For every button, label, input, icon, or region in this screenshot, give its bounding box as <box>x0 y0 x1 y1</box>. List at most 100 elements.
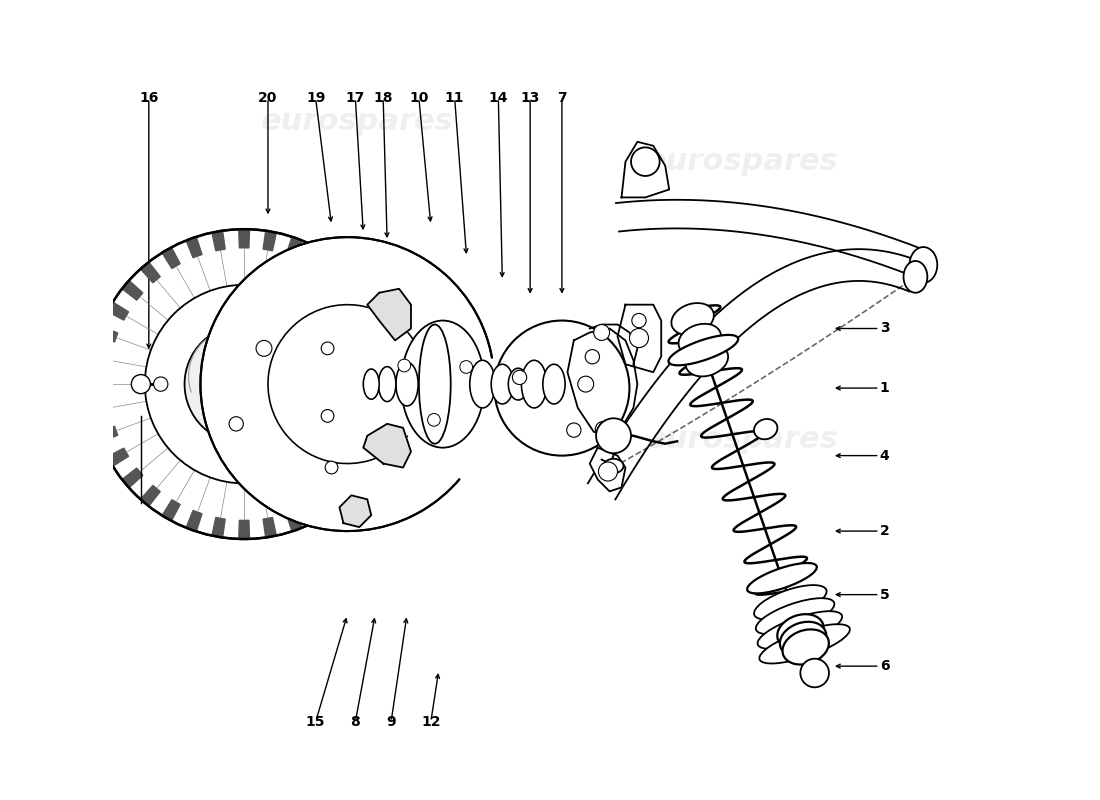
Circle shape <box>145 285 343 483</box>
Circle shape <box>595 422 612 438</box>
Ellipse shape <box>756 598 835 634</box>
Polygon shape <box>308 247 327 269</box>
Ellipse shape <box>396 362 418 406</box>
Polygon shape <box>345 468 366 488</box>
Polygon shape <box>308 500 327 521</box>
Polygon shape <box>590 448 626 491</box>
Polygon shape <box>345 281 366 300</box>
Polygon shape <box>377 352 397 365</box>
Ellipse shape <box>521 360 547 408</box>
Ellipse shape <box>604 458 624 473</box>
Ellipse shape <box>910 247 937 283</box>
Polygon shape <box>340 495 372 527</box>
Polygon shape <box>108 448 129 466</box>
Polygon shape <box>97 326 118 342</box>
Wedge shape <box>348 358 503 484</box>
Text: eurospares: eurospares <box>646 426 838 454</box>
Circle shape <box>229 417 243 431</box>
Text: eurospares: eurospares <box>235 346 428 374</box>
Text: eurospares: eurospares <box>262 107 454 137</box>
Circle shape <box>513 370 527 385</box>
Circle shape <box>494 321 629 456</box>
Polygon shape <box>371 326 392 342</box>
Circle shape <box>398 359 410 372</box>
Circle shape <box>256 341 272 356</box>
Text: 6: 6 <box>880 659 889 673</box>
Ellipse shape <box>747 563 817 594</box>
Ellipse shape <box>419 325 451 444</box>
Circle shape <box>631 314 646 328</box>
Ellipse shape <box>679 324 721 356</box>
Ellipse shape <box>363 369 379 399</box>
Text: 14: 14 <box>488 91 508 105</box>
Ellipse shape <box>671 303 714 335</box>
Polygon shape <box>239 230 250 248</box>
Text: 8: 8 <box>351 714 360 729</box>
Polygon shape <box>263 230 276 250</box>
Circle shape <box>460 361 473 374</box>
Text: 9: 9 <box>386 714 396 729</box>
Circle shape <box>89 229 399 539</box>
Text: 10: 10 <box>409 91 429 105</box>
Polygon shape <box>328 486 348 506</box>
Ellipse shape <box>758 611 843 649</box>
Polygon shape <box>367 289 411 341</box>
Polygon shape <box>141 486 161 506</box>
Text: 19: 19 <box>306 91 326 105</box>
Circle shape <box>428 414 440 426</box>
Circle shape <box>578 376 594 392</box>
Polygon shape <box>141 262 161 283</box>
Polygon shape <box>90 352 111 365</box>
Ellipse shape <box>780 622 826 657</box>
Text: 2: 2 <box>880 524 890 538</box>
Ellipse shape <box>782 630 829 665</box>
Text: 12: 12 <box>421 714 441 729</box>
Ellipse shape <box>903 261 927 293</box>
Polygon shape <box>360 302 381 320</box>
Text: 3: 3 <box>880 322 889 335</box>
Ellipse shape <box>508 368 528 400</box>
Ellipse shape <box>543 364 565 404</box>
Polygon shape <box>212 230 226 250</box>
Polygon shape <box>616 200 928 278</box>
Text: 17: 17 <box>345 91 365 105</box>
Circle shape <box>629 329 649 347</box>
Text: 5: 5 <box>880 588 890 602</box>
Text: 13: 13 <box>520 91 540 105</box>
Text: 20: 20 <box>258 91 277 105</box>
Circle shape <box>321 342 334 354</box>
Ellipse shape <box>492 364 514 404</box>
Polygon shape <box>360 448 381 466</box>
Polygon shape <box>286 510 302 531</box>
Ellipse shape <box>778 614 824 650</box>
Text: 18: 18 <box>373 91 393 105</box>
Circle shape <box>631 147 660 176</box>
Text: eurospares: eurospares <box>646 147 838 176</box>
Circle shape <box>594 325 609 341</box>
Polygon shape <box>90 403 111 416</box>
Polygon shape <box>97 426 118 442</box>
Polygon shape <box>162 500 180 521</box>
Polygon shape <box>186 510 202 531</box>
Circle shape <box>326 461 338 474</box>
Text: 15: 15 <box>306 714 326 729</box>
Polygon shape <box>381 378 399 390</box>
Polygon shape <box>617 305 661 372</box>
Text: 16: 16 <box>139 91 158 105</box>
Polygon shape <box>122 281 143 300</box>
Circle shape <box>585 350 600 364</box>
Text: 11: 11 <box>444 91 464 105</box>
Circle shape <box>566 423 581 438</box>
Ellipse shape <box>402 321 484 448</box>
Polygon shape <box>377 403 397 416</box>
Circle shape <box>321 410 334 422</box>
Polygon shape <box>122 468 143 488</box>
Circle shape <box>596 418 631 454</box>
Ellipse shape <box>685 345 728 377</box>
Ellipse shape <box>754 585 826 620</box>
Polygon shape <box>328 262 348 283</box>
Circle shape <box>801 658 829 687</box>
Ellipse shape <box>759 624 850 663</box>
Polygon shape <box>186 237 202 258</box>
Polygon shape <box>286 237 302 258</box>
